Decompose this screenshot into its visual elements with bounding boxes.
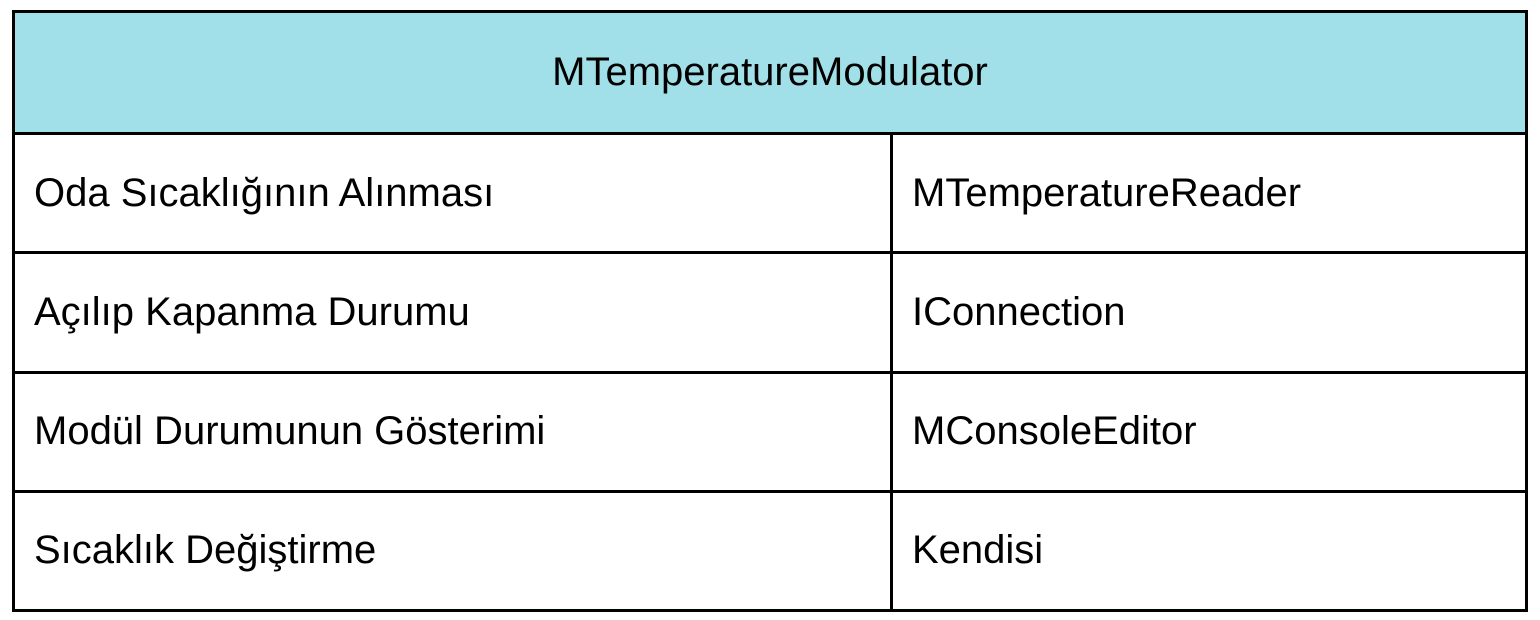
collaborator-cell: Kendisi: [912, 528, 1044, 573]
collaborator-cell: MConsoleEditor: [912, 409, 1197, 454]
table-row: Modül Durumunun Gösterimi MConsoleEditor: [15, 373, 1525, 493]
class-name: MTemperatureModulator: [552, 50, 988, 94]
class-name-header: MTemperatureModulator: [15, 13, 1525, 135]
responsibility-cell: Modül Durumunun Gösterimi: [15, 373, 893, 490]
collaborator-cell: MTemperatureReader: [912, 170, 1302, 215]
responsibility-cell: Oda Sıcaklığının Alınması: [15, 135, 893, 252]
table-row: Oda Sıcaklığının Alınması MTemperatureRe…: [15, 135, 1525, 255]
responsibility-cell: Sıcaklık Değiştirme: [15, 492, 893, 609]
collaborator-cell: IConnection: [912, 289, 1126, 334]
crc-card: MTemperatureModulator Oda Sıcaklığının A…: [12, 10, 1528, 612]
responsibility-cell: Açılıp Kapanma Durumu: [15, 254, 893, 371]
table-row: Sıcaklık Değiştirme Kendisi: [15, 492, 1525, 609]
table-row: Açılıp Kapanma Durumu IConnection: [15, 254, 1525, 374]
responsibility-table: Oda Sıcaklığının Alınması MTemperatureRe…: [15, 135, 1525, 609]
